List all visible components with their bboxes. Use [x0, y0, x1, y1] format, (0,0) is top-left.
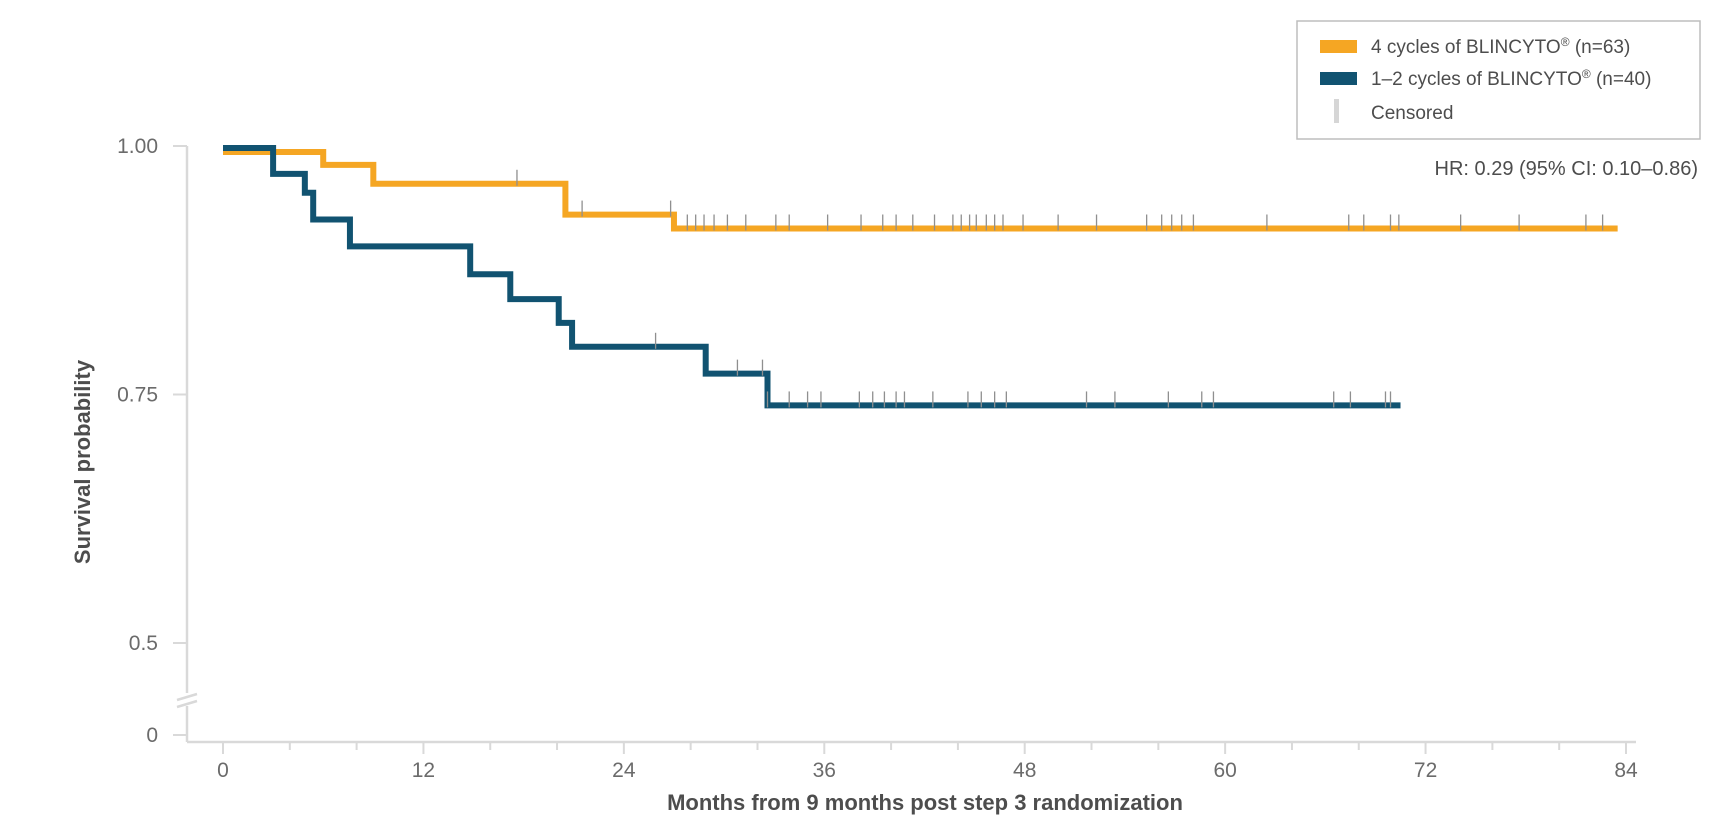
legend-swatch-4-cycles: [1320, 40, 1357, 53]
legend-swatch-censored: [1334, 99, 1339, 123]
censor-marks-layer: [516, 169, 1604, 408]
legend-label-4-cycles-n: (n=63): [1570, 37, 1631, 58]
x-tick-label: 72: [1414, 759, 1437, 782]
series-layer: [223, 144, 1618, 409]
legend: 4 cycles of BLINCYTO® (n=63) 1–2 cycles …: [1296, 20, 1701, 140]
hazard-ratio-annotation: HR: 0.29 (95% CI: 0.10–0.86): [1435, 158, 1698, 180]
x-tick-label: 0: [217, 759, 229, 782]
legend-swatch-1-2-cycles: [1320, 72, 1357, 85]
y-axis-break-mark-lower: [176, 699, 198, 709]
y-axis-break-mark-upper: [176, 692, 198, 702]
y-tick-label: 0: [146, 724, 158, 747]
legend-label-4-cycles-reg: ®: [1561, 35, 1570, 49]
y-axis-title: Survival probability: [70, 359, 95, 564]
legend-label-1-2-cycles: 1–2 cycles of BLINCYTO® (n=40): [1371, 67, 1651, 90]
x-tick-label: 84: [1614, 759, 1638, 782]
x-axis-title: Months from 9 months post step 3 randomi…: [667, 790, 1183, 815]
y-tick-label: 1.00: [117, 135, 158, 158]
legend-label-4-cycles-main: 4 cycles of BLINCYTO: [1371, 37, 1561, 58]
series-line-1-2-cycles: [223, 144, 1401, 409]
x-tick-label: 12: [412, 759, 435, 782]
legend-label-1-2-cycles-reg: ®: [1582, 67, 1591, 81]
legend-label-4-cycles: 4 cycles of BLINCYTO® (n=63): [1371, 35, 1630, 58]
y-tick-label: 0.75: [117, 384, 158, 407]
legend-label-1-2-cycles-n: (n=40): [1591, 69, 1652, 90]
legend-label-1-2-cycles-main: 1–2 cycles of BLINCYTO: [1371, 69, 1582, 90]
x-tick-label: 24: [612, 759, 636, 782]
legend-box: [1296, 20, 1701, 140]
legend-label-censored: Censored: [1371, 103, 1453, 124]
x-tick-label: 60: [1213, 759, 1236, 782]
x-tick-label: 36: [813, 759, 836, 782]
series-line-4-cycles: [223, 148, 1618, 232]
y-tick-label: 0.5: [129, 632, 158, 655]
axes-layer: 0.5 0.75 1.00 0 0 12 24 36 48 60 72 84: [117, 135, 1638, 782]
x-tick-label: 48: [1013, 759, 1036, 782]
